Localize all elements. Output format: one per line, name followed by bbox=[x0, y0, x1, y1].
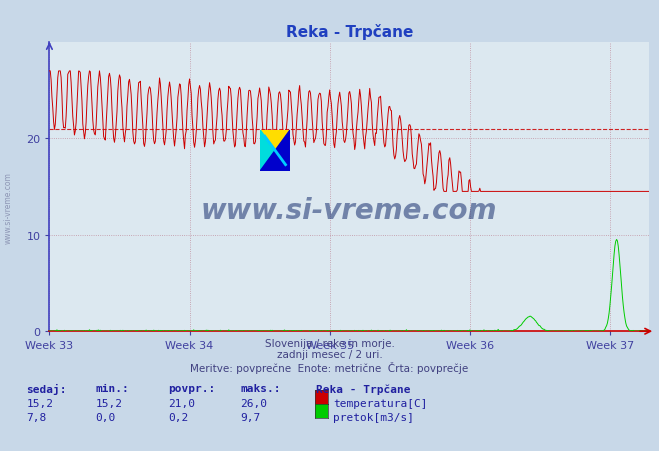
Text: Reka - Trpčane: Reka - Trpčane bbox=[316, 383, 411, 394]
Text: Slovenija / reke in morje.: Slovenija / reke in morje. bbox=[264, 338, 395, 348]
Text: 9,7: 9,7 bbox=[241, 412, 261, 422]
Text: 15,2: 15,2 bbox=[26, 398, 53, 408]
Text: 15,2: 15,2 bbox=[96, 398, 123, 408]
Text: povpr.:: povpr.: bbox=[168, 383, 215, 393]
Polygon shape bbox=[260, 131, 290, 171]
Text: 0,0: 0,0 bbox=[96, 412, 116, 422]
Title: Reka - Trpčane: Reka - Trpčane bbox=[285, 24, 413, 40]
Text: zadnji mesec / 2 uri.: zadnji mesec / 2 uri. bbox=[277, 350, 382, 359]
Text: sedaj:: sedaj: bbox=[26, 383, 67, 394]
Text: min.:: min.: bbox=[96, 383, 129, 393]
Text: 0,2: 0,2 bbox=[168, 412, 188, 422]
Text: pretok[m3/s]: pretok[m3/s] bbox=[333, 412, 414, 422]
Text: 7,8: 7,8 bbox=[26, 412, 47, 422]
Text: 26,0: 26,0 bbox=[241, 398, 268, 408]
Text: 21,0: 21,0 bbox=[168, 398, 195, 408]
Text: www.si-vreme.com: www.si-vreme.com bbox=[201, 196, 498, 224]
Polygon shape bbox=[260, 131, 290, 171]
Text: www.si-vreme.com: www.si-vreme.com bbox=[3, 171, 13, 244]
Text: maks.:: maks.: bbox=[241, 383, 281, 393]
Polygon shape bbox=[260, 131, 290, 171]
Text: Meritve: povprečne  Enote: metrične  Črta: povprečje: Meritve: povprečne Enote: metrične Črta:… bbox=[190, 361, 469, 373]
Text: temperatura[C]: temperatura[C] bbox=[333, 398, 427, 408]
